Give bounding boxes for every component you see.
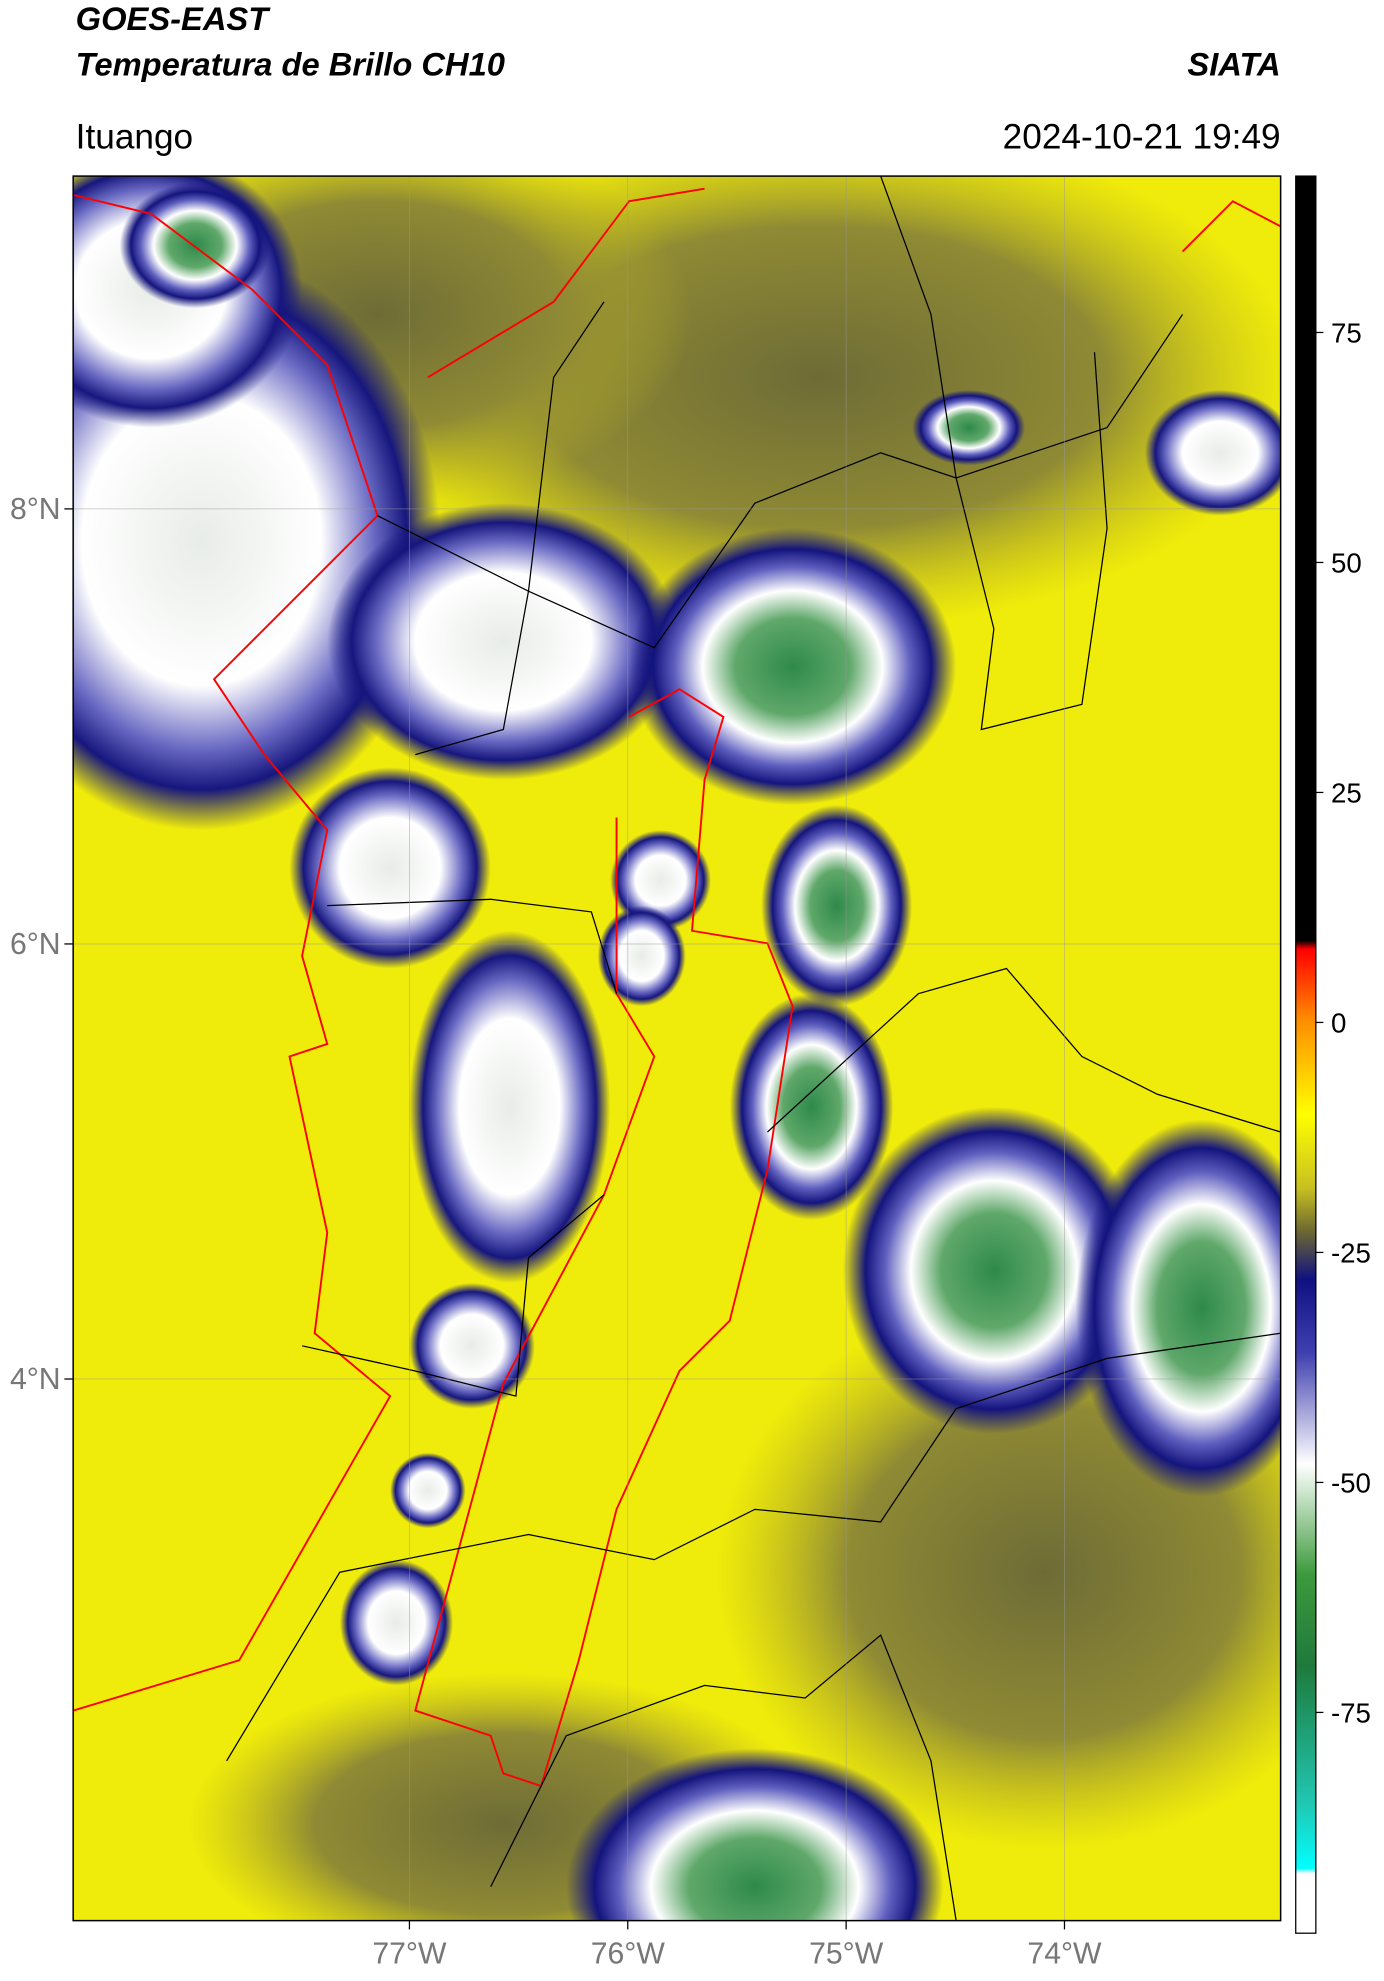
location: Ituango (76, 117, 193, 156)
grid (73, 176, 1281, 1921)
y-tick-label: 8°N (10, 493, 61, 526)
colorbar-tick-label: -25 (1331, 1237, 1371, 1268)
y-tick-label: 6°N (10, 928, 61, 961)
title: GOES-EAST (76, 0, 272, 37)
colorbar-tick-label: 50 (1331, 548, 1362, 579)
x-tick-label: 75°W (809, 1937, 884, 1970)
x-tick-label: 76°W (591, 1937, 666, 1970)
colorbar-tick-label: 25 (1331, 778, 1362, 809)
colorbar (1295, 175, 1317, 1934)
y-tick-label: 4°N (10, 1363, 61, 1396)
satellite-image (73, 176, 1281, 1921)
subtitle: Temperatura de Brillo CH10 (76, 45, 505, 82)
colorbar-tick-label: -75 (1331, 1697, 1371, 1728)
map-frame (72, 175, 1282, 1922)
datetime: 2024-10-21 19:49 (1003, 117, 1281, 156)
colorbar-tick-label: -50 (1331, 1467, 1371, 1498)
source: SIATA (1187, 45, 1280, 82)
colorbar-tick-label: 75 (1331, 318, 1362, 349)
x-tick-label: 74°W (1027, 1937, 1102, 1970)
x-tick-label: 77°W (372, 1937, 447, 1970)
colorbar-tick-label: 0 (1331, 1008, 1346, 1039)
